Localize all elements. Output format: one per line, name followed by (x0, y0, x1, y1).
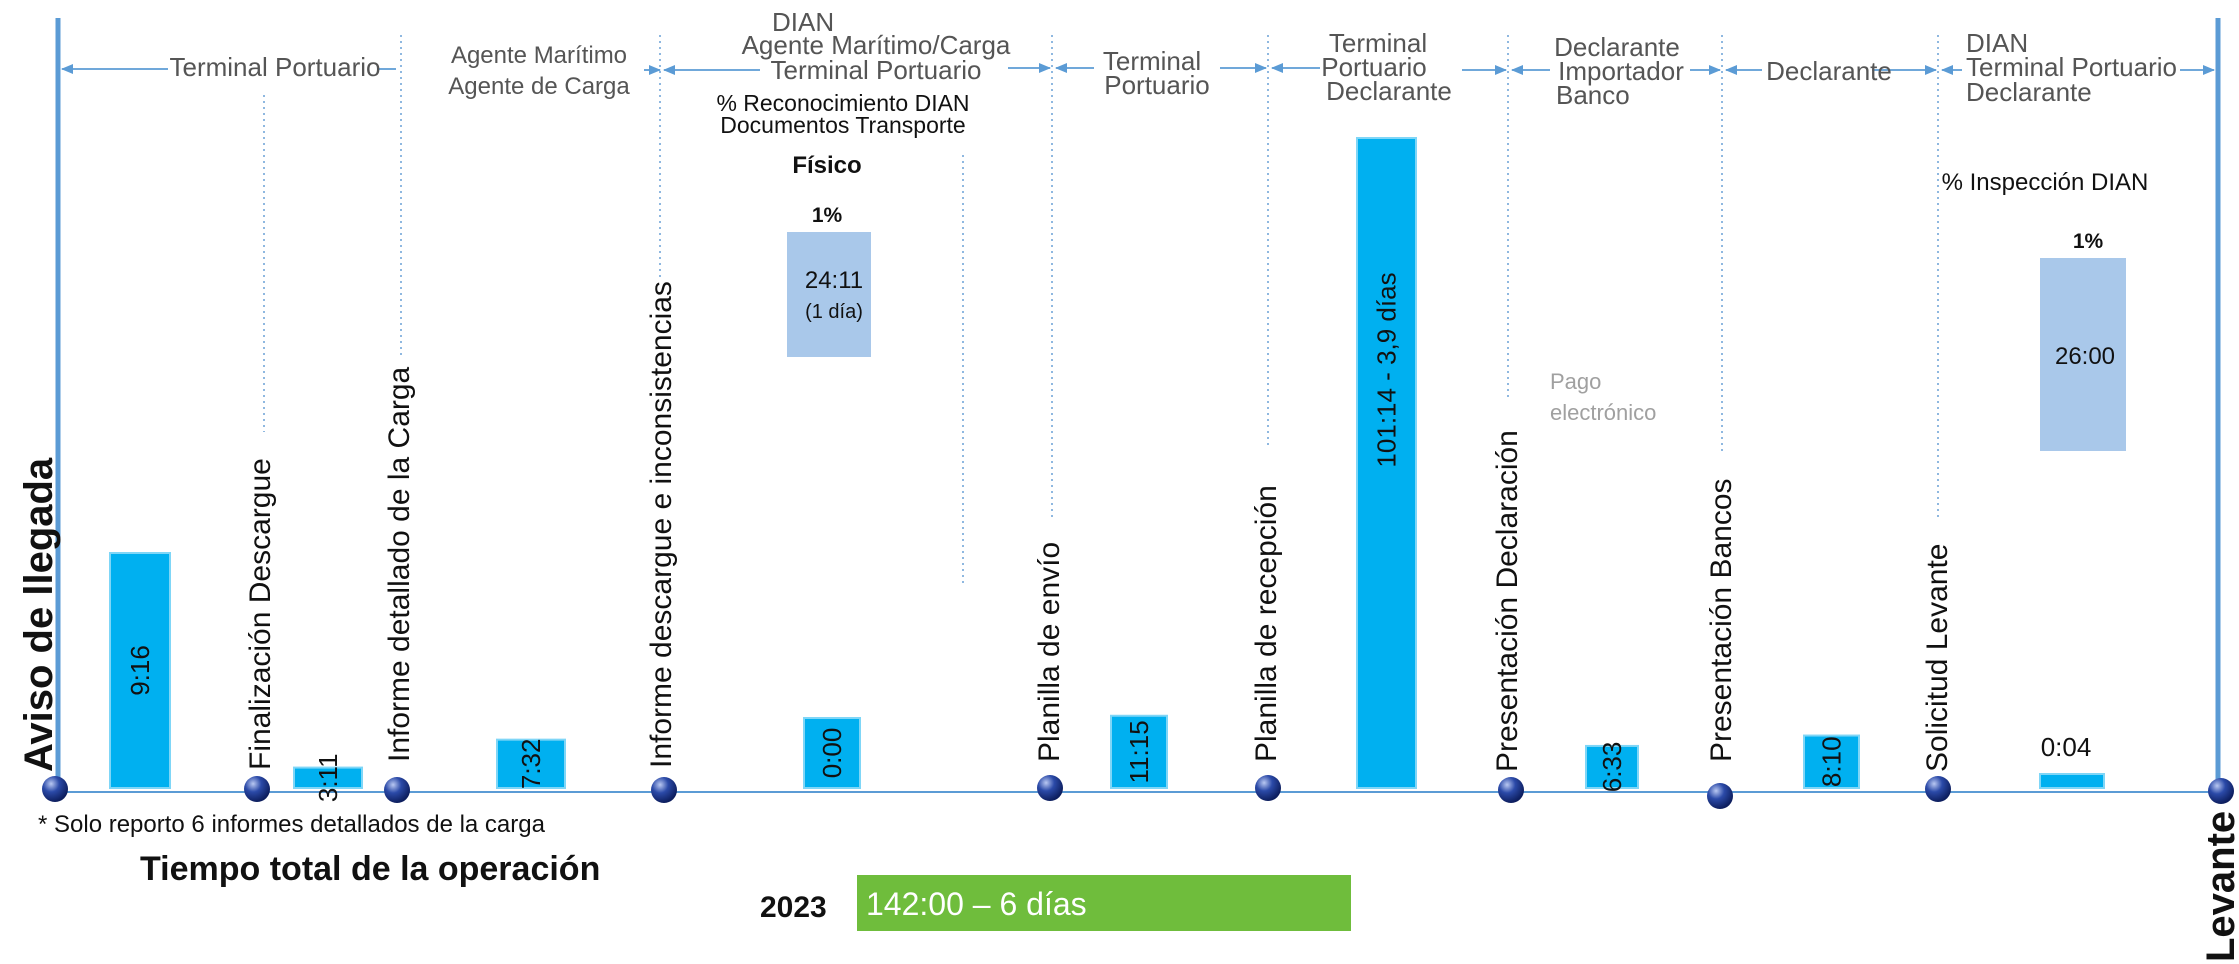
responsible-4-line-0: Terminal (1329, 28, 1427, 58)
total-title: Tiempo total de la operación (140, 850, 600, 888)
duration-bar-label: 8:10 (1817, 736, 1847, 787)
duration-bar (109, 552, 171, 789)
responsible-labels: Terminal Portuario Agente Marítimo Agent… (170, 7, 2177, 110)
reconocimiento-box (787, 232, 871, 357)
duration-bar (803, 717, 861, 789)
optional-stage-reconocimiento: % Reconocimiento DIAN Documentos Transpo… (716, 90, 970, 357)
duration-bar (1356, 137, 1417, 789)
responsible-1-line-1: Agente de Carga (448, 73, 630, 100)
duration-bar-label: 3:11 (313, 753, 343, 802)
milestone-dots (42, 775, 2234, 809)
duration-bar-label: 7:32 (516, 739, 546, 790)
reconocimiento-title: % Reconocimiento DIAN (716, 90, 969, 116)
milestone-label-levante: Levante (2199, 811, 2239, 962)
milestone-dot (2208, 778, 2234, 804)
total-year: 2023 (760, 891, 827, 924)
milestone-dot (1255, 775, 1281, 801)
responsible-6-line-0: Declarante (1766, 56, 1892, 86)
duration-bar (1585, 744, 1639, 790)
milestone-label-solicitud-levante: Solicitud Levante (1921, 544, 1954, 773)
duration-bar-label: 9:16 (125, 645, 155, 696)
responsible-5-line-1: Importador (1558, 56, 1684, 86)
responsible-4-line-2: Declarante (1326, 76, 1452, 106)
pago-label-line-1: electrónico (1550, 400, 1656, 425)
stage-separators (263, 35, 1939, 585)
responsible-2-line-2: Terminal Portuario (771, 55, 982, 85)
reconocimiento-detail: (1 día) (805, 301, 863, 323)
responsible-7-line-2: Declarante (1966, 77, 2092, 107)
milestone-dot (1707, 783, 1733, 809)
responsible-5-line-0: Declarante (1554, 32, 1680, 62)
footnote: * Solo reporto 6 informes detallados de … (38, 811, 546, 838)
milestone-dot (42, 776, 68, 802)
milestone-dot (384, 777, 410, 803)
duration-bar-label: 101:14 - 3,9 días (1372, 272, 1402, 467)
milestone-dot (244, 776, 270, 802)
milestone-dot (1037, 775, 1063, 801)
reconocimiento-kind: Físico (792, 152, 861, 179)
inspeccion-title: % Inspección DIAN (1942, 169, 2149, 196)
responsible-7-line-1: Terminal Portuario (1966, 52, 2177, 82)
responsible-4-line-1: Portuario (1321, 52, 1427, 82)
milestone-label-planilla-envio: Planilla de envío (1033, 542, 1066, 762)
duration-bar-label: 6:33 (1597, 742, 1627, 793)
milestone-label-planilla-recepcion: Planilla de recepción (1250, 485, 1283, 762)
inspeccion-percent: 1% (2073, 230, 2104, 253)
responsible-2-line-1: Agente Marítimo/Carga (742, 30, 1011, 60)
inspeccion-value: 26:00 (2055, 343, 2115, 370)
responsible-arrows (61, 63, 2215, 75)
duration-bar (496, 738, 566, 790)
milestone-label-aviso: Aviso de llegada (17, 457, 61, 772)
duration-bars: 9:16 3:11 7:32 0:00 11:15 101:14 - 3,9 días 6:… (109, 137, 2105, 802)
responsible-3-line-0: Terminal (1103, 46, 1201, 76)
duration-bar (1803, 734, 1860, 790)
duration-bar-label: 0:04 (2041, 732, 2092, 762)
milestone-dot (1498, 777, 1524, 803)
pago-label-line-0: Pago (1550, 369, 1601, 394)
responsible-7-line-0: DIAN (1966, 28, 2028, 58)
inspeccion-box (2040, 258, 2126, 451)
responsible-5-line-2: Banco (1556, 80, 1630, 110)
reconocimiento-percent: 1% (812, 204, 843, 227)
responsible-3-line-1: Portuario (1104, 70, 1210, 100)
duration-bar-label: 11:15 (1124, 720, 1154, 783)
total-bar (857, 875, 1351, 931)
milestone-label-informe-detallado: Informe detallado de la Carga (383, 366, 416, 762)
milestone-dot (1925, 776, 1951, 802)
duration-bar (293, 766, 363, 790)
milestone-label-presentacion-bancos: Presentación Bancos (1705, 478, 1738, 762)
milestone-labels: Aviso de llegada Finalización Descargue … (17, 281, 2239, 962)
reconocimiento-subtitle: Documentos Transporte (720, 112, 965, 138)
responsible-0-line-0: Terminal Portuario (170, 52, 381, 82)
duration-bar-label: 0:00 (817, 728, 847, 779)
milestone-label-finalizacion: Finalización Descargue (244, 458, 277, 770)
total-value: 142:00 – 6 días (866, 886, 1087, 922)
responsible-2-line-0: DIAN (772, 7, 834, 37)
duration-bar (2039, 773, 2105, 789)
milestone-label-informe-descargue: Informe descargue e inconsistencias (645, 281, 678, 768)
duration-bar (1110, 714, 1168, 789)
milestone-dot (651, 777, 677, 803)
optional-stage-inspeccion: % Inspección DIAN 1% 26:00 (1942, 169, 2149, 451)
reconocimiento-value: 24:11 (805, 267, 863, 294)
responsible-1-line-0: Agente Marítimo (451, 42, 627, 69)
milestone-label-presentacion-declaracion: Presentación Declaración (1491, 430, 1524, 772)
